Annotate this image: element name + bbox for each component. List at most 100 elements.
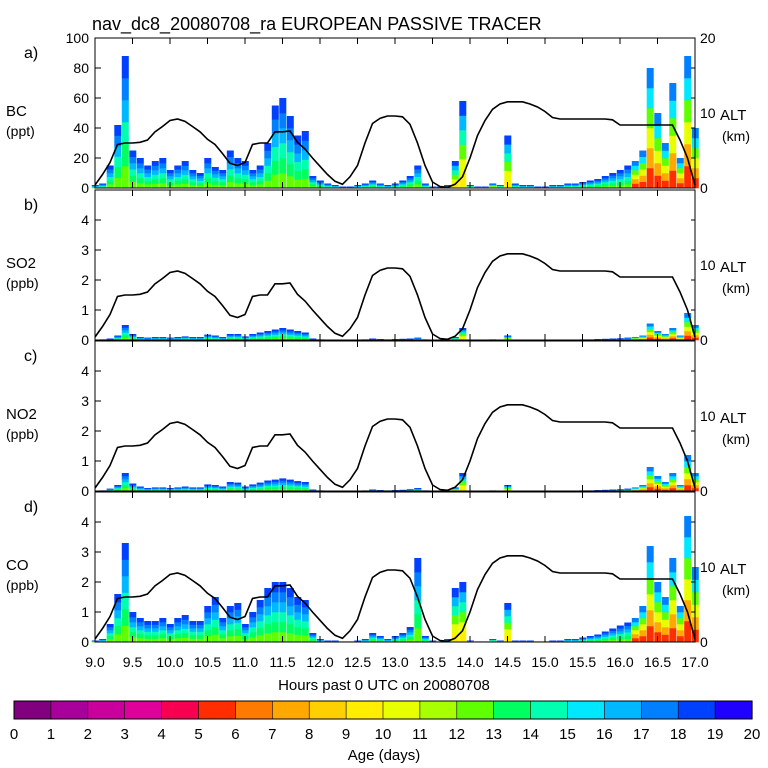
bar-segment: [631, 337, 639, 339]
bar-segment: [129, 622, 137, 628]
bar-segment: [489, 639, 497, 640]
bar-segment: [421, 639, 429, 641]
bar-segment: [129, 483, 137, 486]
bar-segment: [489, 183, 497, 185]
tracer-bar: [639, 606, 647, 643]
bar-segment: [594, 634, 602, 637]
bar-segment: [181, 337, 189, 339]
bar-segment: [234, 337, 242, 339]
bar-segment: [564, 639, 572, 640]
bar-segment: [324, 185, 332, 187]
y-tick-label: 2: [81, 423, 89, 439]
tracer-bar: [264, 331, 272, 341]
bar-segment: [226, 175, 234, 182]
bar-segment: [661, 483, 669, 486]
bar-segment: [631, 170, 639, 175]
bar-segment: [324, 185, 332, 187]
bar-segment: [211, 486, 219, 488]
bar-segment: [669, 485, 677, 489]
bar-segment: [99, 640, 107, 642]
bar-segment: [151, 338, 159, 339]
y-tick-label: 4: [81, 363, 89, 379]
bar-segment: [219, 176, 227, 180]
bar-segment: [106, 489, 114, 490]
y-tick-label: 3: [81, 544, 89, 560]
bar-segment: [279, 128, 287, 144]
alt-units-label: (km): [722, 280, 750, 296]
bar-segment: [144, 624, 152, 629]
alt-axis-label: ALT: [720, 259, 746, 276]
bar-segment: [174, 184, 182, 189]
tracer-bar: [301, 482, 309, 492]
bar-segment: [144, 490, 152, 491]
alt-tick-label: 10: [700, 257, 716, 273]
panel-letter: b): [24, 197, 38, 214]
bar-segment: [564, 640, 572, 641]
bar-segment: [684, 331, 692, 336]
bar-segment: [609, 175, 617, 179]
bar-segment: [294, 634, 302, 643]
bar-segment: [421, 640, 429, 642]
colorbar-swatch: [13, 700, 52, 720]
bar-segment: [151, 338, 159, 340]
bar-segment: [369, 634, 377, 637]
bar-segment: [669, 153, 677, 171]
bar-segment: [114, 486, 122, 488]
bar-segment: [144, 489, 152, 491]
bar-segment: [414, 488, 422, 489]
bar-segment: [301, 150, 309, 160]
bar-segment: [286, 176, 294, 189]
plot-frame: [94, 189, 696, 341]
bar-segment: [234, 486, 242, 489]
bar-segment: [451, 170, 459, 175]
tracer-bar: [624, 165, 632, 189]
colorbar-swatch: [235, 700, 273, 720]
bar-segment: [106, 624, 114, 628]
bar-segment: [279, 330, 287, 333]
bar-segment: [286, 606, 294, 616]
bar-segment: [376, 636, 384, 638]
bar-segment: [264, 633, 272, 643]
bar-segment: [264, 150, 272, 159]
bar-segment: [144, 628, 152, 632]
bar-segment: [249, 173, 257, 177]
bar-segment: [376, 183, 384, 185]
bar-segment: [601, 182, 609, 185]
bar-segment: [166, 624, 174, 628]
bar-segment: [459, 101, 467, 116]
bar-segment: [271, 160, 279, 175]
bar-segment: [526, 640, 534, 642]
bar-segment: [616, 633, 624, 637]
alt-tick-label: 0: [700, 483, 708, 499]
bar-segment: [196, 183, 204, 186]
bar-segment: [249, 637, 257, 643]
bar-segment: [369, 637, 377, 640]
bar-segment: [189, 487, 197, 489]
bar-segment: [684, 467, 692, 474]
bar-segment: [219, 487, 227, 489]
bar-segment: [414, 614, 422, 629]
bar-segment: [331, 185, 339, 186]
bar-segment: [399, 633, 407, 635]
bar-segment: [601, 635, 609, 637]
bar-segment: [204, 178, 212, 184]
tracer-bar: [369, 180, 377, 189]
bar-segment: [271, 133, 279, 148]
bar-segment: [669, 586, 677, 601]
bar-segment: [369, 636, 377, 638]
bar-segment: [211, 488, 219, 490]
bar-segment: [676, 163, 684, 169]
bar-segment: [571, 640, 579, 641]
bar-segment: [676, 178, 684, 184]
bar-segment: [301, 131, 309, 141]
tracer-bar: [114, 594, 122, 643]
bar-segment: [586, 638, 594, 640]
bar-segment: [256, 173, 264, 177]
colorbar-tick-label: 11: [412, 726, 428, 743]
bar-segment: [504, 603, 512, 610]
tracer-bar: [234, 158, 242, 189]
bar-segment: [226, 169, 234, 176]
bar-segment: [646, 128, 654, 149]
bar-segment: [249, 179, 257, 183]
colorbar-tick-label: 5: [194, 726, 202, 743]
